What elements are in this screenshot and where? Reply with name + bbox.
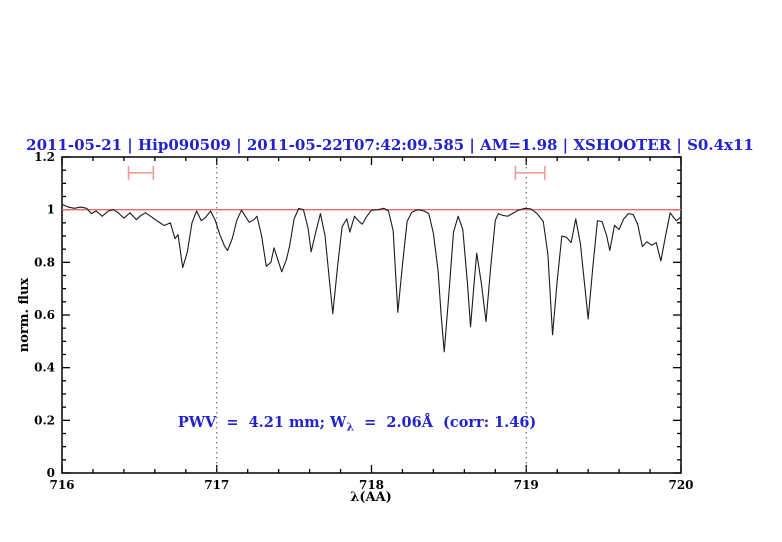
interval-marker [127, 165, 155, 180]
y-tick-label: 0.8 [34, 255, 55, 269]
interval-marker [514, 165, 546, 180]
y-tick-label: 0.6 [34, 308, 55, 322]
pwv-annotation-subscript: λ [346, 420, 354, 433]
x-tick-label: 717 [204, 478, 229, 492]
band-interval-markers [127, 165, 546, 180]
pwv-annotation: PWV = 4.21 mm; Wλ = 2.06Å (corr: 1.46) [142, 413, 561, 434]
y-tick-label: 0 [47, 466, 55, 480]
y-tick-label: 1.2 [34, 150, 55, 164]
x-axis-label: λ(AA) [350, 490, 392, 505]
plot-title: 2011-05-21 | Hip090509 | 2011-05-22T07:4… [26, 136, 754, 154]
y-tick-label: 0.2 [34, 413, 55, 427]
y-tick-label: 0.4 [34, 361, 55, 375]
x-tick-label: 716 [49, 478, 74, 492]
y-axis-label: norm. flux [17, 278, 32, 353]
x-tick-label: 718 [359, 478, 384, 492]
x-tick-label: 719 [514, 478, 539, 492]
pwv-annotation-suffix: = 2.06Å (corr: 1.46) [354, 413, 536, 431]
x-tick-label: 720 [668, 478, 693, 492]
telluric-water-vapour-spectrum [61, 203, 682, 353]
pwv-annotation-prefix: PWV = 4.21 mm; W [178, 414, 347, 431]
y-tick-label: 1 [47, 203, 55, 217]
spectrum-line [61, 203, 682, 353]
axis-tick-labels: 716 717 718 719 720 0 0.2 0.4 0.6 0.8 1 1.2 [34, 150, 693, 492]
